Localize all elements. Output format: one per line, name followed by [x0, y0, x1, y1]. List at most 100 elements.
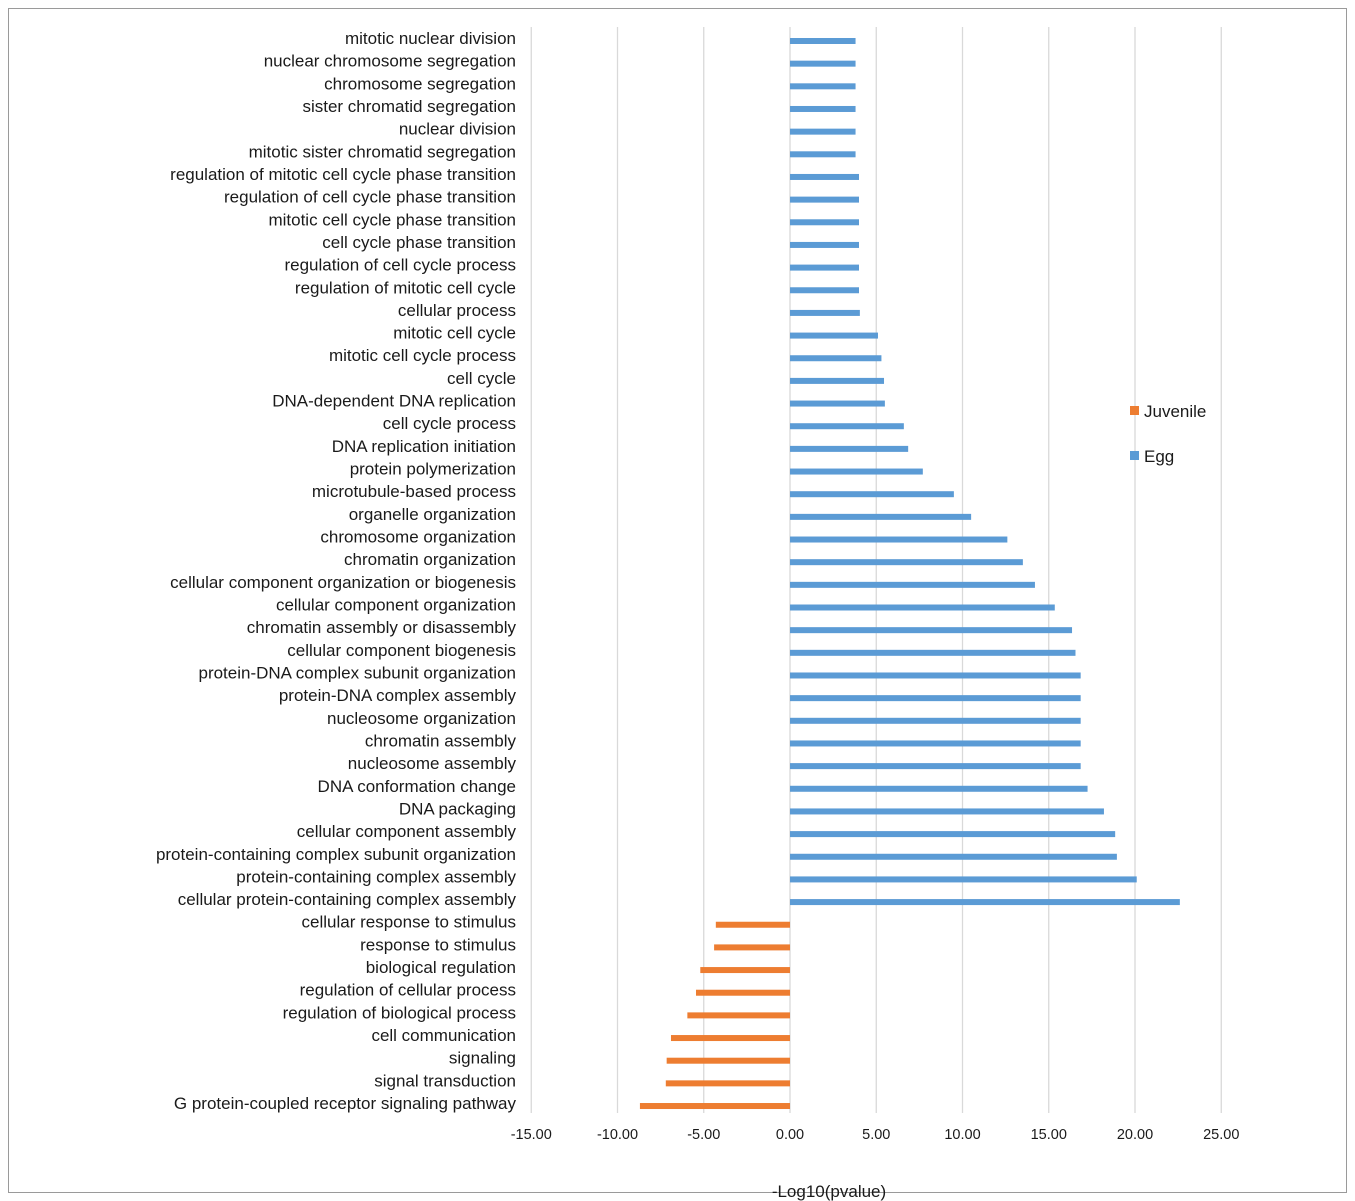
- bar-egg: [790, 740, 1081, 747]
- category-label: cellular component organization: [276, 596, 516, 615]
- category-label: chromosome organization: [320, 528, 516, 547]
- category-label: mitotic cell cycle: [393, 324, 516, 343]
- bar-juvenile: [670, 1035, 790, 1042]
- category-label: chromosome segregation: [324, 74, 516, 93]
- gridlines: [530, 27, 1222, 1113]
- category-label: cellular protein-containing complex asse…: [178, 890, 517, 909]
- category-label: nucleosome assembly: [348, 754, 517, 773]
- bar-egg: [790, 536, 1008, 543]
- bar-egg: [790, 287, 859, 294]
- category-label: signal transduction: [374, 1071, 516, 1090]
- bar-egg: [790, 649, 1076, 656]
- category-label: biological regulation: [366, 958, 516, 977]
- bar-egg: [790, 377, 885, 384]
- bar-egg: [790, 400, 885, 407]
- x-tick-label: -10.00: [597, 1127, 638, 1143]
- bar-egg: [790, 468, 923, 475]
- category-labels: mitotic nuclear division nuclear chromoso…: [156, 29, 517, 1113]
- category-label: mitotic cell cycle phase transition: [268, 210, 516, 229]
- category-label: chromatin assembly or disassembly: [247, 618, 517, 637]
- category-label: protein-containing complex assembly: [236, 867, 516, 886]
- bar-egg: [790, 785, 1088, 792]
- category-label: chromatin assembly: [365, 731, 517, 750]
- legend-swatch-juvenile: [1130, 406, 1139, 415]
- category-label: G protein-coupled receptor signaling pat…: [174, 1094, 517, 1113]
- category-label: DNA-dependent DNA replication: [272, 392, 516, 411]
- legend-swatch-egg: [1130, 451, 1139, 460]
- bar-egg: [790, 876, 1137, 883]
- x-tick-label: -5.00: [687, 1127, 720, 1143]
- bar-juvenile: [666, 1057, 790, 1064]
- bar-egg: [790, 717, 1081, 724]
- bar-egg: [790, 355, 882, 362]
- category-label: regulation of cell cycle process: [284, 256, 516, 275]
- bar-juvenile: [665, 1080, 790, 1087]
- bar-juvenile: [700, 967, 790, 974]
- bar-juvenile: [695, 989, 790, 996]
- bar-egg: [790, 445, 909, 452]
- category-label: protein-DNA complex subunit organization: [198, 663, 516, 682]
- bar-egg: [790, 581, 1035, 588]
- bar-egg: [790, 105, 856, 112]
- bar-egg: [790, 241, 859, 248]
- bar-egg: [790, 604, 1055, 611]
- bar-egg: [790, 151, 856, 158]
- bar-egg: [790, 559, 1023, 566]
- bar-juvenile: [714, 944, 790, 951]
- category-label: response to stimulus: [360, 935, 516, 954]
- category-label: nuclear chromosome segregation: [264, 52, 516, 71]
- category-label: nucleosome organization: [327, 709, 516, 728]
- category-label: regulation of cell cycle phase transitio…: [224, 188, 516, 207]
- x-tick-labels: -15.00 -10.00 -5.00 0.00 5.00 10.00 15.00 20.00…: [511, 1127, 1240, 1143]
- chart-frame: [8, 8, 1347, 1193]
- category-label: nuclear division: [399, 120, 516, 139]
- x-tick-label: -15.00: [511, 1127, 552, 1143]
- category-label: cellular component assembly: [297, 822, 517, 841]
- category-label: regulation of biological process: [283, 1003, 516, 1022]
- category-label: regulation of mitotic cell cycle: [295, 278, 516, 297]
- category-label: mitotic cell cycle process: [329, 346, 516, 365]
- bar-egg: [790, 808, 1104, 815]
- category-label: cell communication: [371, 1026, 516, 1045]
- bar-juvenile: [687, 1012, 790, 1019]
- bars: [639, 38, 1180, 1110]
- category-label: organelle organization: [349, 505, 516, 524]
- category-label: cellular component biogenesis: [287, 641, 516, 660]
- legend: Juvenile Egg: [1130, 402, 1206, 466]
- bar-egg: [790, 491, 954, 498]
- legend-label-egg: Egg: [1144, 447, 1174, 466]
- category-label: cell cycle: [447, 369, 516, 388]
- category-label: DNA conformation change: [318, 777, 516, 796]
- category-label: cellular process: [398, 301, 516, 320]
- category-label: regulation of cellular process: [300, 981, 516, 1000]
- x-tick-label: 10.00: [944, 1127, 980, 1143]
- bar-egg: [790, 899, 1180, 906]
- bar-egg: [790, 128, 856, 135]
- bar-juvenile: [715, 921, 790, 928]
- category-label: protein-DNA complex assembly: [279, 686, 517, 705]
- bar-egg: [790, 219, 859, 226]
- category-label: cell cycle phase transition: [322, 233, 516, 252]
- bar-egg: [790, 196, 859, 203]
- category-label: regulation of mitotic cell cycle phase t…: [170, 165, 516, 184]
- category-label: protein polymerization: [350, 460, 516, 479]
- legend-label-juvenile: Juvenile: [1144, 402, 1206, 421]
- bar-juvenile: [639, 1103, 790, 1110]
- category-label: cellular response to stimulus: [302, 913, 516, 932]
- x-axis-title: -Log10(pvalue): [772, 1182, 886, 1201]
- bar-egg: [790, 173, 859, 180]
- bar-egg: [790, 332, 878, 339]
- bar-egg: [790, 423, 904, 430]
- bar-egg: [790, 38, 856, 44]
- category-label: cell cycle process: [383, 414, 516, 433]
- bar-egg: [790, 695, 1081, 702]
- bar-egg: [790, 763, 1081, 770]
- bar-egg: [790, 60, 856, 67]
- x-tick-label: 0.00: [776, 1127, 804, 1143]
- bar-egg: [790, 264, 859, 271]
- category-label: signaling: [449, 1049, 516, 1068]
- category-label: DNA replication initiation: [332, 437, 516, 456]
- category-label: mitotic sister chromatid segregation: [249, 142, 516, 161]
- bar-egg: [790, 853, 1117, 860]
